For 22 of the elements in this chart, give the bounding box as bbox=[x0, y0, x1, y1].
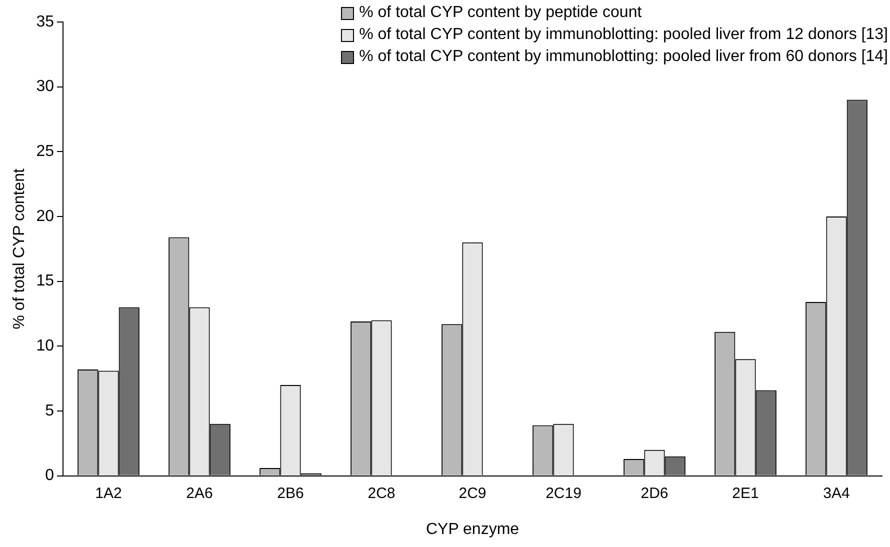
y-tick-label: 15 bbox=[36, 272, 54, 290]
y-tick-label: 20 bbox=[36, 208, 54, 225]
y-tick-label: 30 bbox=[36, 78, 54, 96]
x-tick-label: 2C9 bbox=[458, 484, 486, 502]
x-tick-label: 2C8 bbox=[368, 484, 396, 502]
x-tick-label: 3A4 bbox=[823, 484, 850, 502]
x-tick-label: 1A2 bbox=[95, 484, 122, 502]
x-tick-label: 2A6 bbox=[186, 484, 213, 502]
y-tick-label: 0 bbox=[45, 467, 54, 484]
y-tick-label: 25 bbox=[36, 143, 54, 160]
x-axis-title: CYP enzyme bbox=[426, 520, 520, 538]
x-tick-label: 2D6 bbox=[640, 484, 668, 502]
x-tick-label: 2E1 bbox=[732, 484, 759, 502]
x-tick-label: 2C19 bbox=[546, 484, 582, 502]
y-tick-label: 10 bbox=[36, 338, 54, 355]
legend-label: % of total CYP content by immunoblotting: pooled liver from 12 donors [13] bbox=[359, 25, 888, 45]
x-tick-label: 2B6 bbox=[277, 484, 304, 502]
y-tick-label: 35 bbox=[36, 13, 54, 30]
y-tick-label: 5 bbox=[45, 402, 54, 420]
legend-label: % of total CYP content by peptide count bbox=[359, 3, 642, 23]
y-axis-title: % of total CYP content bbox=[11, 168, 28, 330]
legend-label: % of total CYP content by immunoblotting: pooled liver from 60 donors [14] bbox=[359, 47, 888, 67]
